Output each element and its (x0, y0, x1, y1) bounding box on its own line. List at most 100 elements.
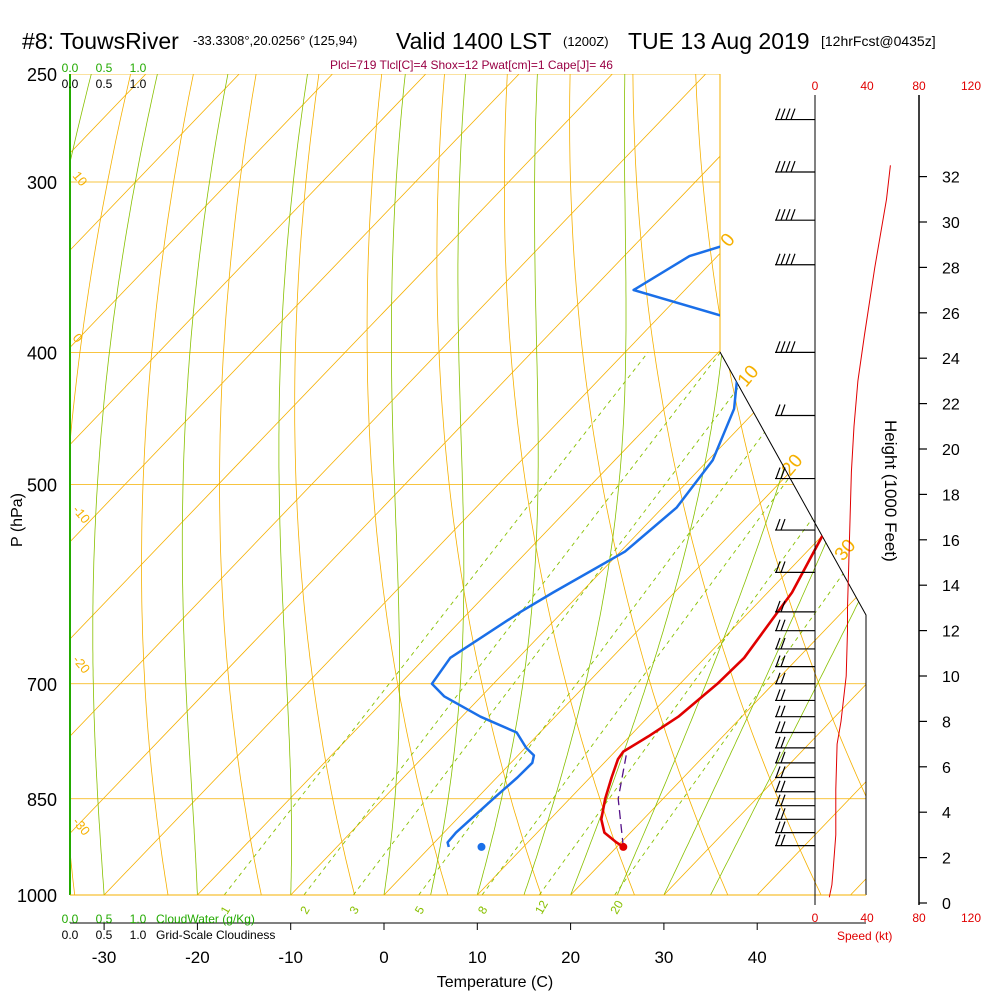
wind-barb-flag (775, 561, 781, 573)
valid-time-utc: (1200Z) (563, 34, 609, 49)
moist-adiabat-line (92, 74, 158, 895)
dry-adiabat-line (0, 74, 5, 895)
wind-barb-flag (775, 655, 781, 667)
wind-barb-flag (780, 705, 786, 717)
wind-barb-flag (775, 834, 781, 846)
dry-adiabat-line (141, 74, 194, 895)
wind-barb-flag (780, 619, 786, 631)
wind-barbs (775, 108, 815, 847)
wind-barb-flag (780, 160, 786, 173)
dry-adiabat-line (569, 74, 729, 895)
dry-adiabat-label: -20 (70, 652, 94, 676)
speed-tick-label-top: 0 (812, 79, 819, 93)
height-tick-label: 18 (942, 487, 960, 504)
wind-barb-flag (775, 780, 781, 792)
moist-adiabat-line (278, 74, 308, 895)
moist-adiabat-line (383, 74, 406, 895)
wind-barb-flag (775, 721, 781, 733)
isotherm-line (477, 74, 866, 895)
height-tick-label: 14 (942, 578, 960, 595)
wind-barb-flag (790, 108, 796, 120)
wind-barb-flag (780, 808, 786, 820)
wind-barb-flag (775, 689, 781, 701)
wind-barb-flag (775, 736, 781, 749)
pressure-tick-label: 700 (27, 675, 57, 695)
wind-barb-flag (775, 467, 781, 479)
wind-barb-flag (775, 794, 781, 806)
station-coordinates: -33.3308°,20.0256° (125,94) (193, 33, 358, 48)
wind-speed-profile (828, 165, 891, 898)
surface-dewpoint-dot (477, 842, 486, 851)
sounding-profiles (430, 118, 866, 851)
wind-barb-flag (775, 108, 781, 120)
wind-barb-flag (780, 794, 786, 806)
wind-barb-flag (780, 467, 786, 479)
isotherm-line (663, 74, 866, 895)
cloudiness-scale-top: 0.0 (62, 77, 79, 91)
speed-tick-label-bottom: 0 (812, 911, 819, 925)
temp-tick-label: 30 (654, 948, 673, 967)
speed-tick-label-bottom: 120 (961, 911, 981, 925)
height-tick-label: 10 (942, 669, 960, 686)
wind-barb-flag (775, 518, 781, 531)
thermo-grid (0, 74, 1000, 895)
height-tick-label: 20 (942, 442, 960, 459)
height-tick-label: 12 (942, 624, 960, 641)
dry-adiabat-line (632, 74, 822, 895)
height-tick-label: 30 (942, 215, 960, 232)
height-tick-label: 8 (942, 714, 951, 731)
wind-barb-flag (780, 561, 786, 573)
sounding-indices: Plcl=719 Tlcl[C]=4 Shox=12 Pwat[cm]=1 Ca… (330, 58, 613, 72)
dry-adiabat-label: 10 (70, 168, 91, 189)
temp-tick-label: 40 (748, 948, 767, 967)
dry-adiabat-line (947, 74, 1000, 895)
wind-barb-flag (775, 404, 781, 416)
mixing-ratio-line (352, 352, 766, 895)
wind-barb-flag (785, 108, 791, 120)
height-tick-label: 26 (942, 306, 960, 323)
pressure-tick-label: 400 (27, 343, 57, 363)
wind-barb-flag (775, 619, 781, 631)
speed-tick-label-top: 40 (860, 79, 874, 93)
cloud-water-scale-top: 1.0 (130, 61, 147, 75)
dry-adiabat-line (70, 74, 131, 895)
valid-date: TUE 13 Aug 2019 (628, 28, 810, 54)
wind-barb-flag (780, 655, 786, 667)
cloud-water-scale-bottom: 0.5 (96, 912, 113, 926)
pressure-tick-label: 850 (27, 790, 57, 810)
pressure-tick-label: 250 (27, 65, 57, 85)
surface-temperature-dot (619, 842, 628, 851)
wind-barb-flag (790, 160, 796, 173)
mixing-ratio-label: 5 (412, 903, 428, 916)
wind-barb-flag (780, 253, 786, 265)
wind-barb-flag (780, 341, 786, 353)
wind-barb-flag (785, 253, 791, 265)
dry-adiabat-line (366, 74, 449, 895)
cloud-water-scale-bottom: 1.0 (130, 912, 147, 926)
height-tick-label: 22 (942, 397, 960, 414)
moist-adiabat-line (476, 74, 539, 895)
mixing-ratio-label: 2 (297, 903, 313, 916)
temp-axis-title: Temperature (C) (437, 974, 553, 991)
station-title: #8: TouwsRiver (22, 28, 179, 54)
wind-barb-flag (785, 208, 791, 221)
speed-tick-label-bottom: 40 (860, 911, 874, 925)
wind-barb-flag (780, 721, 786, 733)
isotherm-line (70, 74, 240, 895)
wind-barb-flag (785, 341, 791, 353)
wind-barb-flag (775, 600, 781, 613)
wind-barb-flag (780, 736, 786, 749)
dry-adiabat-line (758, 74, 866, 895)
speed-axis-title: Speed (kt) (837, 929, 892, 943)
wind-barb-flag (785, 160, 791, 173)
cloud-water-label: CloudWater (g/Kg) (156, 912, 255, 926)
temperature-profile (599, 119, 866, 848)
cloudiness-scale-bottom: 0.5 (96, 928, 113, 942)
wind-barb-flag (780, 821, 786, 833)
mixing-ratio-label: 12 (532, 898, 551, 917)
barb-panel-edge (719, 351, 867, 895)
height-tick-label: 0 (942, 896, 951, 913)
temp-tick-label: 0 (379, 948, 388, 967)
